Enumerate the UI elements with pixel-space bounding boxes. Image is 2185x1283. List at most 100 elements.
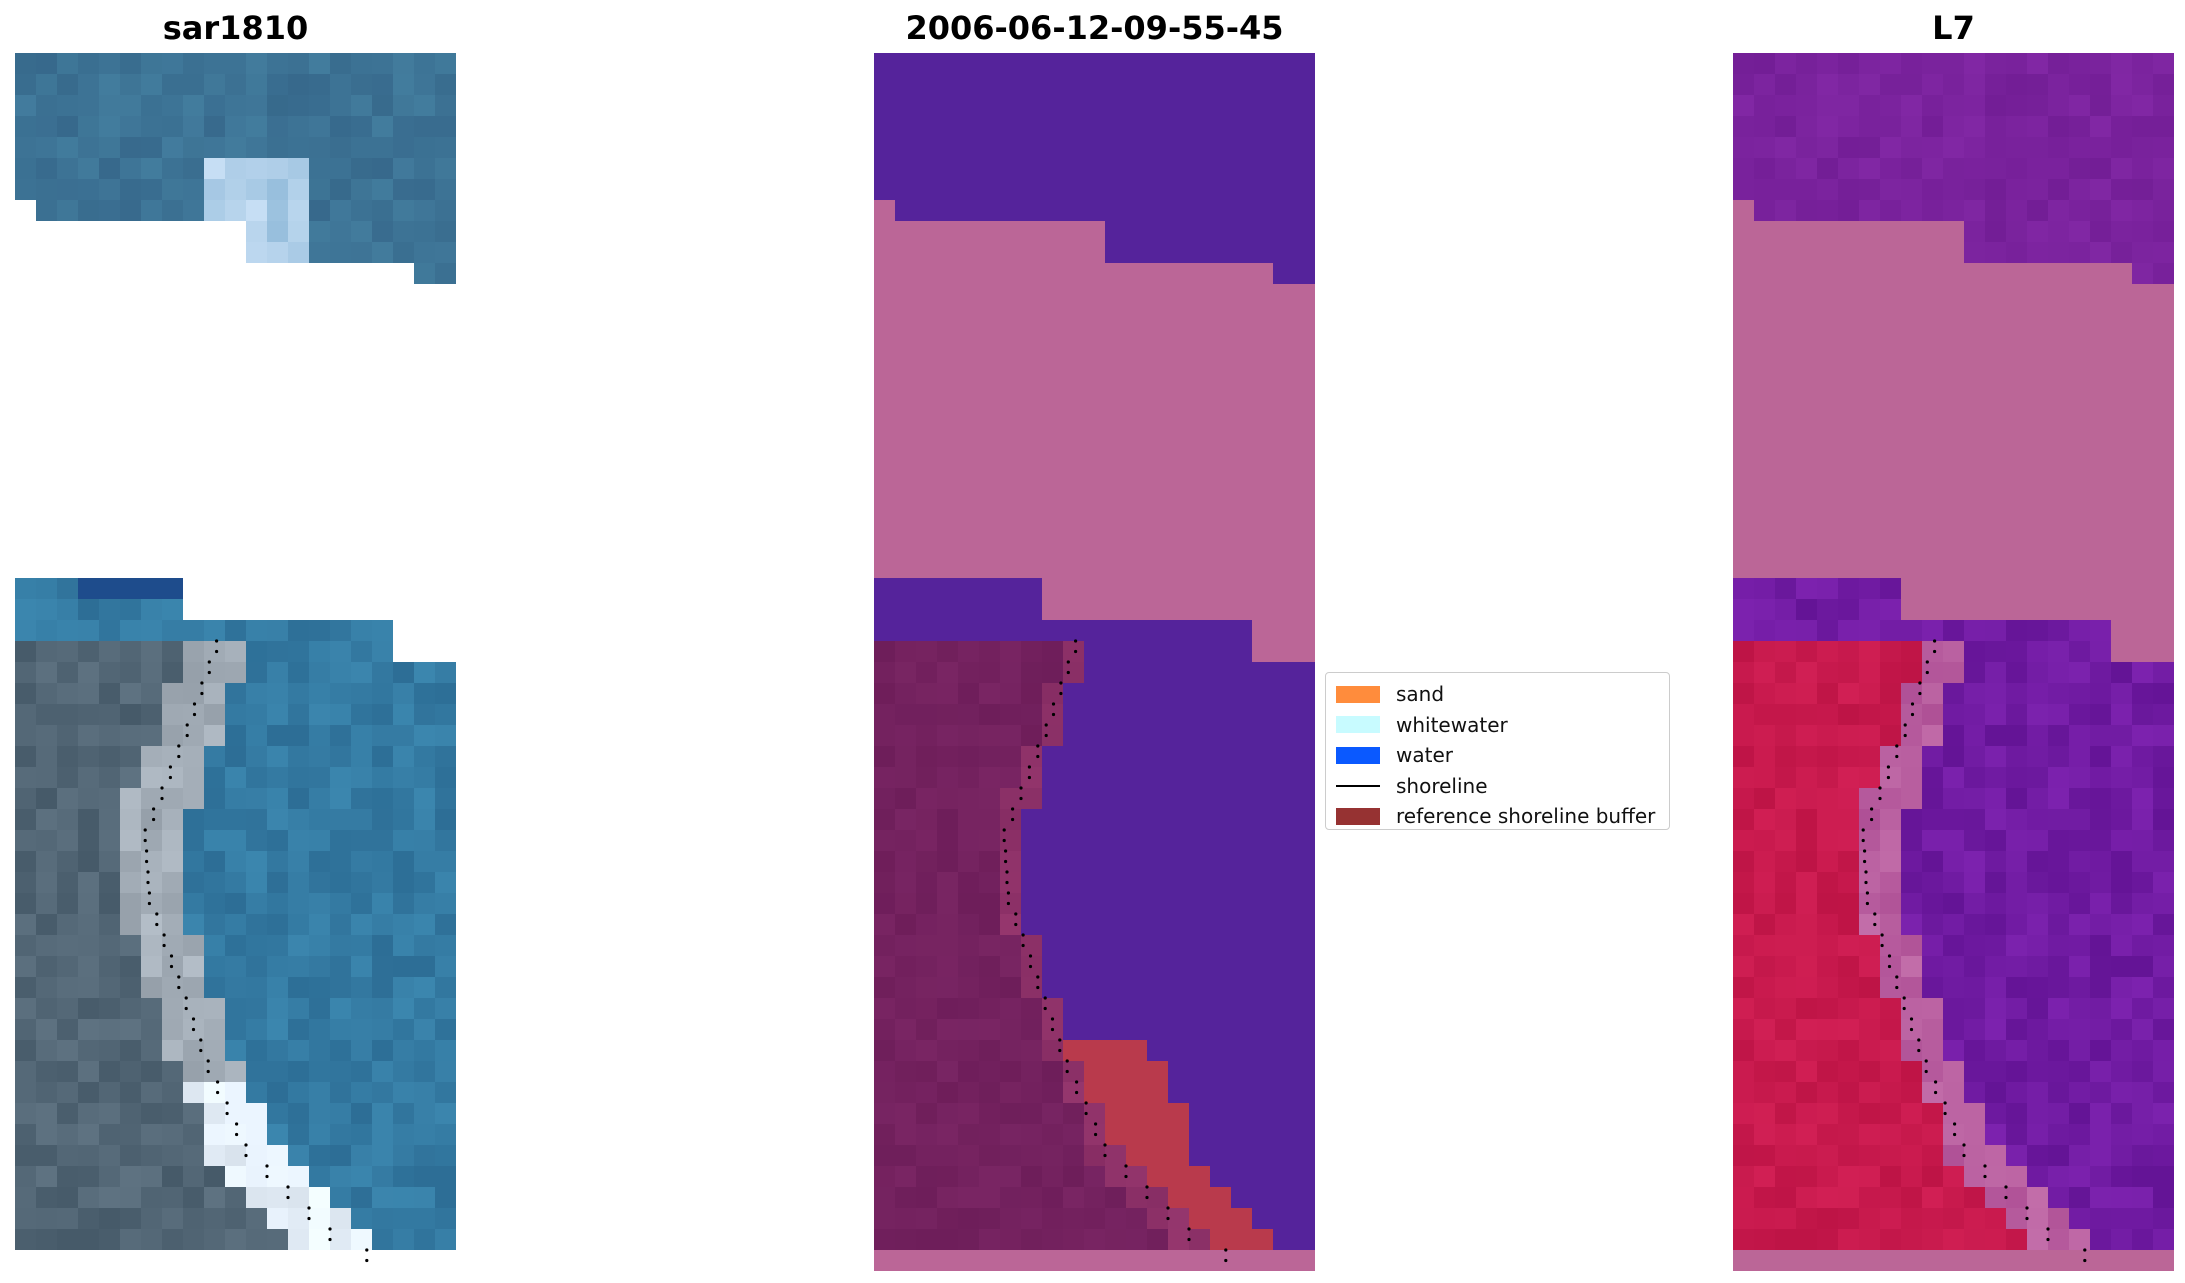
pixel [1063,221,1084,242]
pixel [1796,851,1817,872]
pixel [2069,494,2090,515]
pixel [1210,662,1231,683]
pixel [1021,662,1042,683]
shoreline-dot [1066,660,1070,664]
shoreline-dot [1051,702,1056,706]
pixel [1063,95,1084,116]
pixel [937,347,958,368]
pixel [1964,704,1985,725]
pixel [1985,935,2006,956]
pixel [141,893,162,914]
pixel [1964,368,1985,389]
pixel [1985,746,2006,767]
pixel [2006,347,2027,368]
pixel [2111,956,2132,977]
pixel [120,1124,141,1145]
pixel [1796,242,1817,263]
pixel [2027,557,2048,578]
pixel [372,788,393,809]
pixel [1775,74,1796,95]
pixel [1964,515,1985,536]
pixel [1042,1208,1063,1229]
pixel [1754,1187,1775,1208]
pixel [1796,767,1817,788]
pixel [1210,977,1231,998]
pixel [2090,179,2111,200]
pixel [288,725,309,746]
pixel [435,137,456,158]
pixel [1168,683,1189,704]
pixel [2153,347,2174,368]
pixel [1985,1250,2006,1271]
pixel [1063,1187,1084,1208]
shoreline-dot [146,880,150,885]
pixel [2048,284,2069,305]
pixel [979,683,1000,704]
pixel [1210,1103,1231,1124]
pixel [916,725,937,746]
pixel [1796,347,1817,368]
pixel [141,662,162,683]
pixel [2153,452,2174,473]
pixel [1985,137,2006,158]
pixel [267,641,288,662]
pixel [1922,788,1943,809]
pixel [1880,557,1901,578]
pixel [435,1082,456,1103]
shoreline-dot [1863,849,1867,853]
pixel [874,158,895,179]
pixel [1775,473,1796,494]
pixel [2153,956,2174,977]
pixel [1168,578,1189,599]
pixel [937,872,958,893]
pixel [2153,1187,2174,1208]
pixel [2069,452,2090,473]
pixel [2153,935,2174,956]
pixel [2111,410,2132,431]
pixel [1733,830,1754,851]
pixel [99,872,120,893]
pixel [1838,74,1859,95]
pixel [958,326,979,347]
pixel [1273,515,1294,536]
pixel [1733,305,1754,326]
pixel [204,830,225,851]
pixel [1901,1082,1922,1103]
pixel [246,746,267,767]
shoreline-dot [1873,922,1877,927]
pixel [874,431,895,452]
pixel [414,1061,435,1082]
pixel [309,725,330,746]
pixel [1985,536,2006,557]
pixel [1754,368,1775,389]
pixel [1754,893,1775,914]
shoreline-dot [1910,702,1915,706]
pixel [1943,935,1964,956]
pixel [1084,1187,1105,1208]
pixel [1273,599,1294,620]
pixel [372,641,393,662]
legend: sand whitewater water shoreline referenc… [1325,672,1670,830]
pixel [183,74,204,95]
pixel [1775,725,1796,746]
pixel [204,704,225,725]
pixel [1189,74,1210,95]
pixel [183,809,204,830]
pixel [1273,683,1294,704]
pixel [916,452,937,473]
pixel [1231,1082,1252,1103]
pixel [2132,599,2153,620]
pixel [2153,200,2174,221]
pixel [309,956,330,977]
pixel [1063,1082,1084,1103]
pixel [1985,1103,2006,1124]
pixel [1189,368,1210,389]
pixel [1021,53,1042,74]
pixel [916,746,937,767]
pixel [1252,809,1273,830]
pixel [937,158,958,179]
pixel [1901,767,1922,788]
pixel [2153,95,2174,116]
pixel [414,95,435,116]
pixel [246,1229,267,1250]
